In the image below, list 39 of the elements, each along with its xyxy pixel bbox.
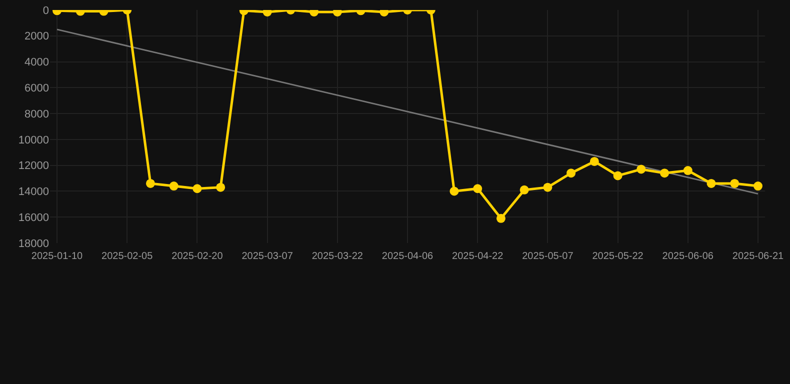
y-tick-label: 4000: [24, 56, 49, 69]
point: [636, 164, 646, 174]
x-tick-label: 2025-06-21: [732, 251, 784, 262]
point: [706, 178, 716, 188]
y-tick-label: 8000: [24, 108, 49, 120]
point: [473, 184, 482, 194]
point: [753, 182, 762, 191]
x-tick-label: 2025-02-20: [172, 251, 224, 262]
y-tick-label: 0: [42, 4, 49, 17]
point: [590, 156, 599, 166]
point: [216, 182, 226, 192]
y-tick-label: 6000: [24, 82, 49, 95]
x-tick-label: 2025-05-22: [592, 251, 644, 262]
x-tick-label: 2025-06-06: [662, 251, 714, 262]
point: [660, 168, 670, 178]
x-tick-label: 2025-03-22: [312, 251, 364, 262]
y-tick-label: 12000: [18, 160, 49, 172]
x-tick-label: 2025-05-07: [522, 251, 574, 262]
point: [192, 184, 202, 194]
y-tick-label: 18000: [18, 238, 49, 250]
x-tick-label: 2025-03-07: [242, 251, 294, 262]
y-tick-label: 10000: [18, 134, 49, 146]
point: [146, 178, 155, 188]
y-tick-label: 16000: [18, 212, 49, 224]
point: [613, 171, 622, 180]
point: [566, 168, 576, 178]
point: [543, 182, 552, 192]
x-tick-label: 2025-01-10: [31, 251, 84, 262]
point: [450, 186, 459, 196]
point: [520, 185, 529, 194]
x-tick-label: 2025-04-22: [452, 251, 504, 262]
point: [496, 214, 506, 223]
x-tick-label: 2025-04-06: [382, 251, 434, 262]
y-tick-label: 2000: [24, 30, 49, 43]
point: [730, 178, 740, 188]
y-tick-label: 14000: [18, 186, 49, 198]
x-tick-label: 2025-02-05: [102, 251, 154, 262]
point: [683, 166, 692, 176]
point: [169, 182, 178, 191]
